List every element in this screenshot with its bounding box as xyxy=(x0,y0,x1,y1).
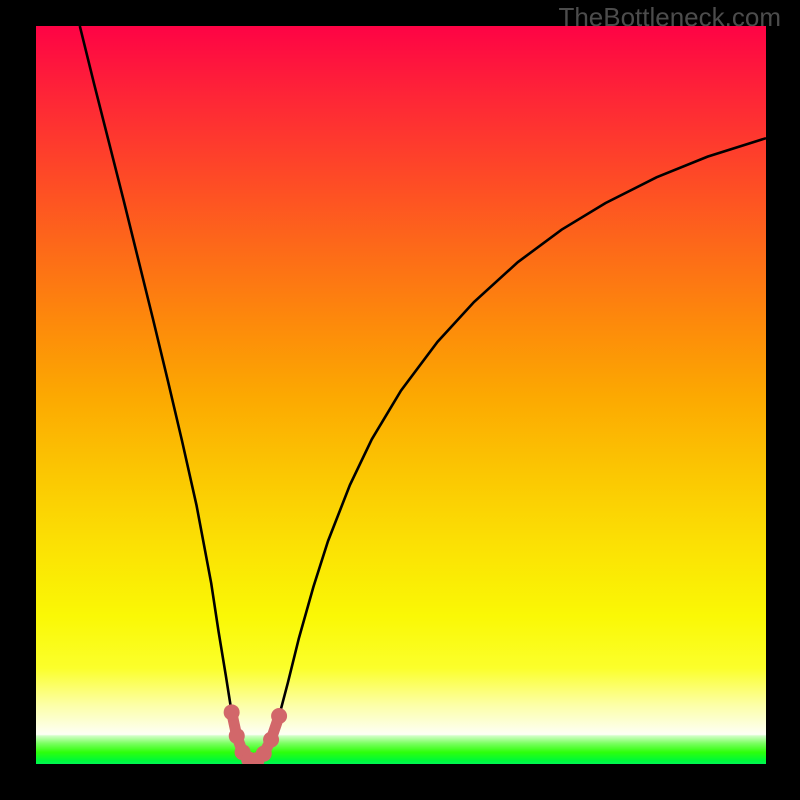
highlight-dot xyxy=(271,708,287,724)
plot-svg xyxy=(36,26,766,764)
plot-area xyxy=(36,26,766,764)
highlight-dot xyxy=(224,704,240,720)
highlight-dot xyxy=(263,732,279,748)
highlight-dot xyxy=(229,728,245,744)
gradient-background xyxy=(36,26,766,764)
watermark-text: TheBottleneck.com xyxy=(558,2,781,33)
stage: TheBottleneck.com xyxy=(0,0,800,800)
highlight-dot xyxy=(256,746,272,762)
